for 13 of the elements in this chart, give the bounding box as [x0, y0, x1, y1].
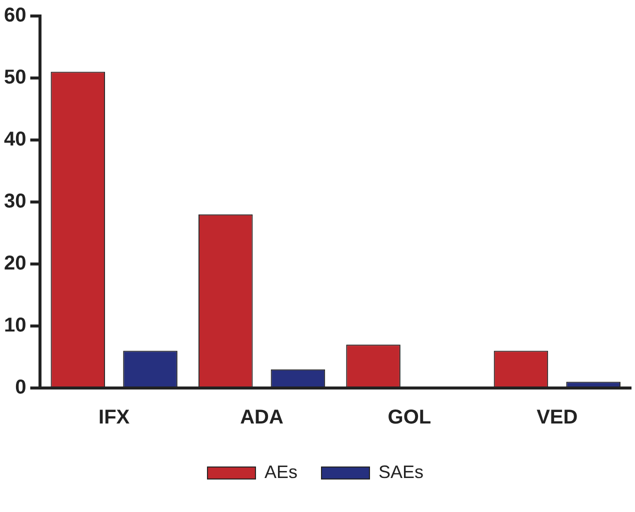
- y-tick-label: 50: [4, 66, 26, 89]
- legend-label: AEs: [264, 462, 298, 482]
- y-tick-label: 40: [4, 128, 26, 151]
- legend-label: SAEs: [378, 462, 424, 482]
- x-tick-label: VED: [536, 406, 578, 429]
- x-tick-label: GOL: [388, 406, 432, 429]
- x-tick-label: IFX: [98, 406, 130, 429]
- y-tick-label: 20: [4, 252, 26, 275]
- y-tick-label: 60: [4, 4, 26, 27]
- y-tick-label: 30: [4, 190, 26, 213]
- y-tick-label: 10: [4, 314, 26, 337]
- x-tick-label: ADA: [240, 406, 284, 429]
- y-tick-label: 0: [15, 376, 26, 399]
